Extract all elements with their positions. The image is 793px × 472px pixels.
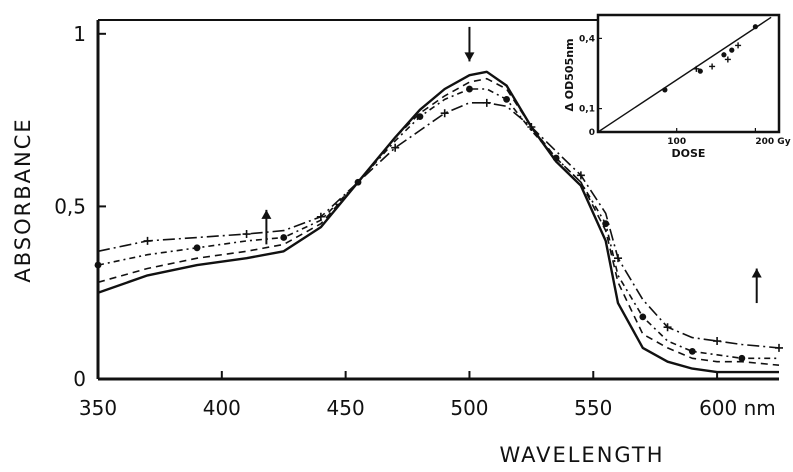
inset-y-tick-label: 0,4 [579,34,595,44]
arrow-up-icon [261,209,272,219]
inset-y-tick-label: 0,1 [579,105,595,115]
arrow-up-icon [751,268,762,278]
inset-data-point [662,87,668,93]
spectrum-series-line-4 [97,102,780,349]
x-tick-label: 400 [203,396,241,420]
x-tick-label: 550 [574,396,612,420]
series-circle-marker [738,354,746,362]
series-circle-marker [280,234,288,241]
series-plus-marker [775,343,783,352]
series-circle-marker [416,113,424,121]
series-plus-marker [242,230,251,239]
spectrum-series-line-3 [97,88,779,360]
series-circle-marker [466,85,473,93]
x-tick-label: 500 [450,396,488,420]
series-plus-marker [614,254,623,263]
series-plus-marker [316,212,325,221]
series-plus-marker [440,109,449,118]
series-circle-marker [552,154,560,162]
series-plus-marker [482,98,491,107]
inset-data-point [697,68,703,74]
inset-data-point [752,24,758,30]
series-circle-marker [503,95,510,103]
inset-data-point [693,65,700,72]
inset-data-point [721,52,727,58]
inset-dose-response-plot: 100 200 Gy 0 0,1 0,4 DOSE Δ OD505nm [563,13,791,160]
inset-fit-line [597,16,772,133]
inset-y-tick-label: 0 [589,128,595,138]
series-plus-marker [576,171,585,180]
inset-x-tick-label: 100 [667,137,686,147]
x-axis-title: WAVELENGTH [499,443,664,467]
y-tick-label: 0,5 [54,194,86,218]
x-tick-label: 450 [327,396,365,420]
inset-x-axis-title: DOSE [672,147,706,160]
series-circle-marker [688,347,696,355]
series-plus-marker [663,323,672,332]
inset-data-point [709,63,716,70]
y-tick-label: 1 [73,22,86,46]
inset-y-axis-title: Δ OD505nm [563,38,576,111]
series-plus-marker [713,337,722,346]
series-plus-marker [391,143,400,152]
series-circle-marker [639,313,647,321]
series-plus-marker [143,236,152,245]
arrow-down-icon [464,52,475,62]
x-tick-label: 600 nm [699,396,776,420]
y-tick-label: 0 [73,367,86,391]
x-tick-label: 350 [79,396,117,420]
inset-data-point [735,42,742,49]
inset-data-point [724,56,731,63]
inset-data-point [729,47,735,53]
series-plus-marker [527,123,536,132]
spectrum-series-line-1 [97,70,779,374]
y-axis-title: ABSORBANCE [11,117,35,282]
series-circle-marker [602,220,610,228]
spectrum-series-line-2 [97,77,780,366]
main-plot-area: 350 400 450 500 550 600 nm 0 0,5 1 WAVELENGTH ABSO… [11,19,783,467]
inset-x-tick-label: 200 Gy [755,137,790,147]
series-circle-marker [193,244,201,252]
series-circle-marker [94,261,102,269]
